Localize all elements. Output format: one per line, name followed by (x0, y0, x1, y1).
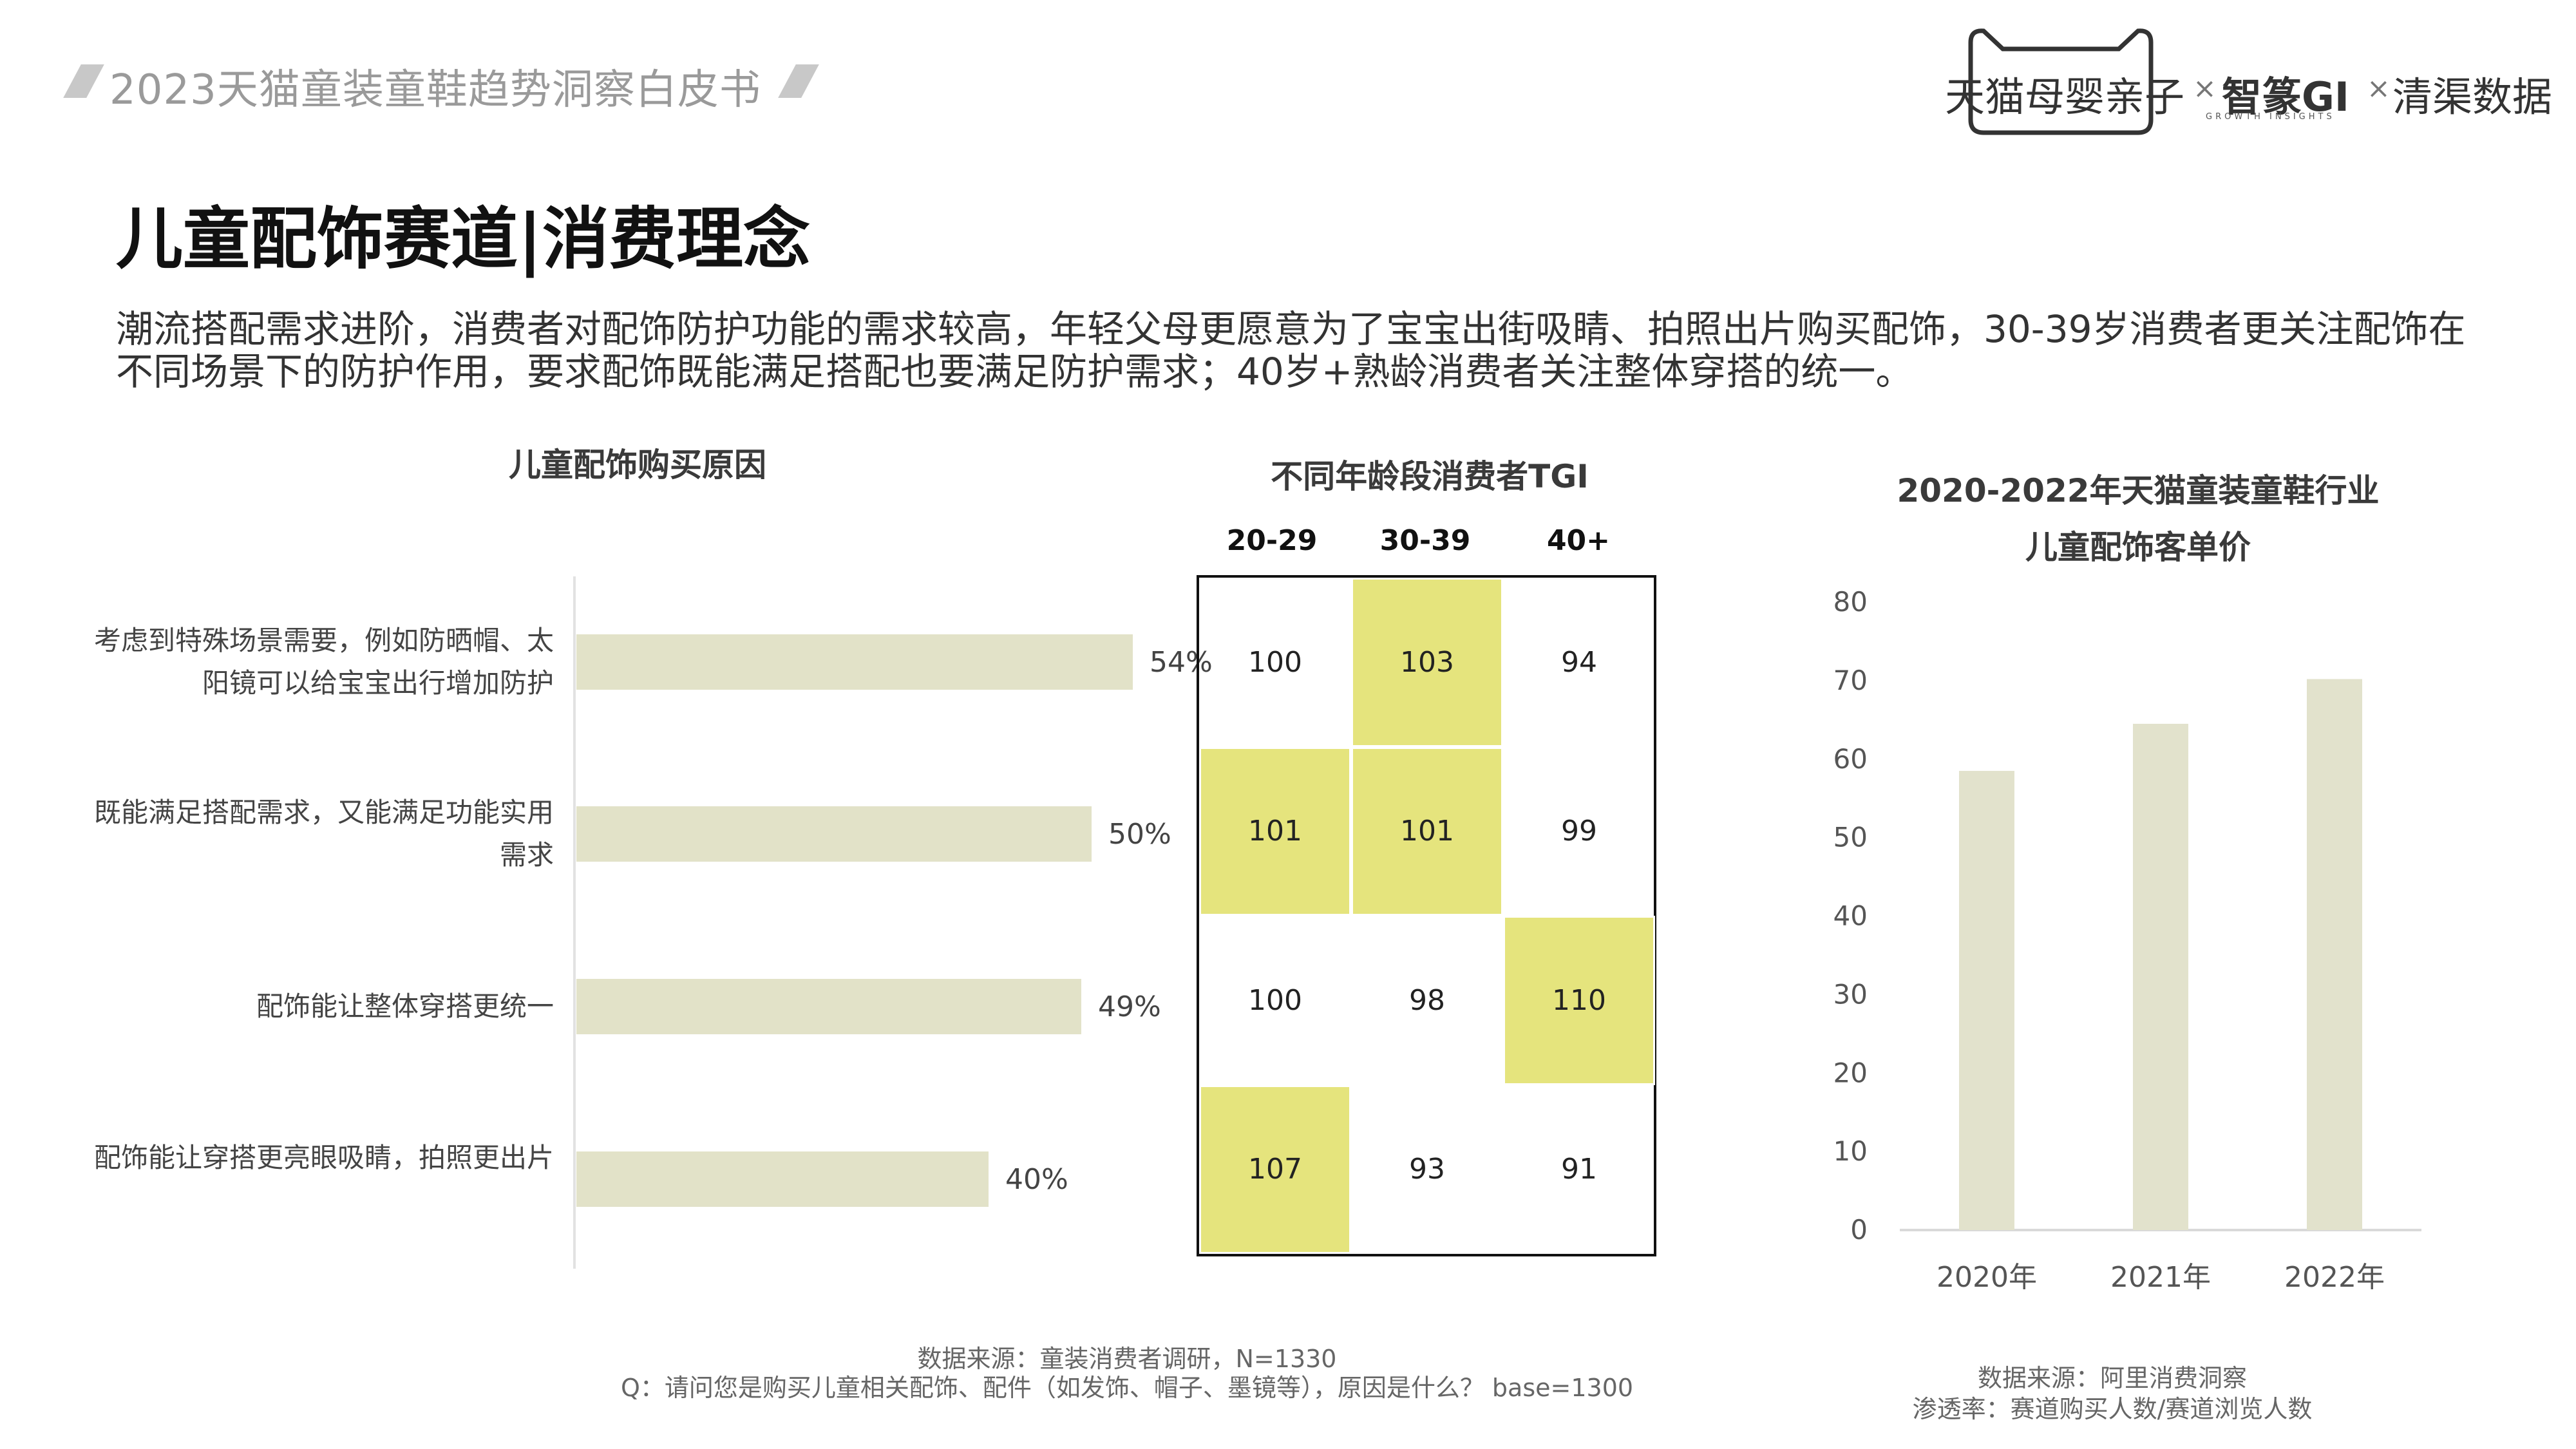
chart3-y-tick-label: 40 (1833, 900, 1868, 932)
chart1-axis (573, 576, 576, 1269)
chart1-value-label: 50% (1108, 818, 1171, 851)
chart3-subtitle: 儿童配饰客单价 (2025, 529, 2251, 566)
tmall-cat-logo-icon (1968, 28, 2154, 135)
brand-separator-2: × (2367, 72, 2391, 105)
brand-qingqu: 清渠数据 (2392, 73, 2553, 120)
chart1-value-label: 40% (1005, 1163, 1068, 1196)
tgi-cell: 101 (1199, 746, 1351, 916)
report-title: 2023天猫童装童鞋趋势洞察白皮书 (109, 66, 761, 114)
brand-tmall-mother-baby: 天猫母婴亲子 (1945, 73, 2185, 120)
chart3-y-tick-label: 30 (1833, 978, 1868, 1010)
chart3-y-tick-label: 60 (1833, 743, 1868, 775)
chart3-note: 渗透率：赛道购买人数/赛道浏览人数 (1912, 1395, 2313, 1423)
chart1-category-label: 既能满足搭配需求，又能满足功能实用需求 (93, 797, 554, 871)
tgi-cell: 98 (1409, 983, 1445, 1017)
tgi-cell: 103 (1351, 578, 1503, 747)
chart1-bar (576, 806, 1092, 862)
brand-gi-subtitle: GROWTH INSIGHTS (2206, 112, 2335, 122)
summary-text: 潮流搭配需求进阶，消费者对配饰防护功能的需求较高，年轻父母更愿意为了宝宝出街吸睛… (116, 307, 2466, 393)
chart2-title: 不同年龄段消费者TGI (1271, 458, 1589, 495)
chart3-y-tick-label: 50 (1833, 822, 1868, 853)
page-title: 儿童配饰赛道|消费理念 (116, 200, 810, 278)
chart3-x-tick-label: 2022年 (2284, 1261, 2385, 1294)
chart3-x-tick-label: 2020年 (1937, 1261, 2037, 1294)
tgi-cell: 107 (1199, 1084, 1351, 1254)
chart3-y-tick-label: 0 (1850, 1214, 1868, 1245)
chart1-title: 儿童配饰购买原因 (509, 446, 766, 484)
tgi-cell: 101 (1351, 746, 1503, 916)
chart3-bar (1959, 771, 2014, 1230)
tgi-header-30-39: 30-39 (1379, 524, 1471, 557)
brand-gi: 智篆GI (2222, 73, 2349, 120)
tgi-header-20-29: 20-29 (1226, 524, 1318, 557)
tgi-cell: 94 (1561, 645, 1597, 679)
chart1-category-label: 配饰能让整体穿搭更统一 (256, 990, 554, 1022)
chart1-category-label: 配饰能让穿搭更亮眼吸睛，拍照更出片 (93, 1142, 554, 1173)
chart3-y-tick-label: 20 (1833, 1057, 1868, 1088)
chart1-category-label: 考虑到特殊场景需要，例如防晒帽、太阳镜可以给宝宝出行增加防护 (93, 625, 554, 699)
tgi-cell: 100 (1248, 645, 1302, 679)
chart3-x-tick-label: 2021年 (2110, 1261, 2211, 1294)
chart3-bar (2133, 723, 2188, 1230)
tgi-cell: 91 (1561, 1153, 1597, 1186)
chart3-title: 2020-2022年天猫童装童鞋行业 (1897, 472, 2380, 509)
brand-separator-1: × (2193, 72, 2217, 105)
chart3-y-tick-label: 80 (1833, 586, 1868, 618)
chart3-y-tick-label: 70 (1833, 665, 1868, 696)
tgi-cell: 100 (1248, 983, 1302, 1017)
chart3-y-tick-label: 10 (1833, 1135, 1868, 1167)
tgi-cell: 110 (1503, 916, 1655, 1085)
tgi-header-40-plus: 40+ (1546, 524, 1611, 557)
tgi-table: 100 103 94 101 101 99 100 98 110 107 93 91 (1197, 575, 1656, 1256)
chart3-bar (2307, 679, 2362, 1230)
chart1-question: Q：请问您是购买儿童相关配饰、配件（如发饰、帽子、墨镜等），原因是什么？ bas… (620, 1374, 1634, 1402)
chart1-bar (576, 634, 1133, 690)
chart1-value-label: 49% (1098, 990, 1161, 1023)
chart1-value-label: 54% (1150, 646, 1213, 679)
chart1-bar (576, 1151, 989, 1207)
chart3-source: 数据来源：阿里消费洞察 (1977, 1364, 2247, 1392)
header-slash-left (63, 64, 104, 98)
header-slash-right (778, 64, 819, 98)
tgi-cell: 99 (1561, 815, 1597, 848)
chart3-plot: 0 10 20 30 40 50 60 70 80 2020年 2021年 2022年 (1833, 586, 2421, 1294)
chart1-bar (576, 979, 1081, 1034)
tgi-cell: 93 (1409, 1153, 1445, 1186)
chart1-source: 数据来源：童装消费者调研，N=1330 (917, 1345, 1337, 1373)
